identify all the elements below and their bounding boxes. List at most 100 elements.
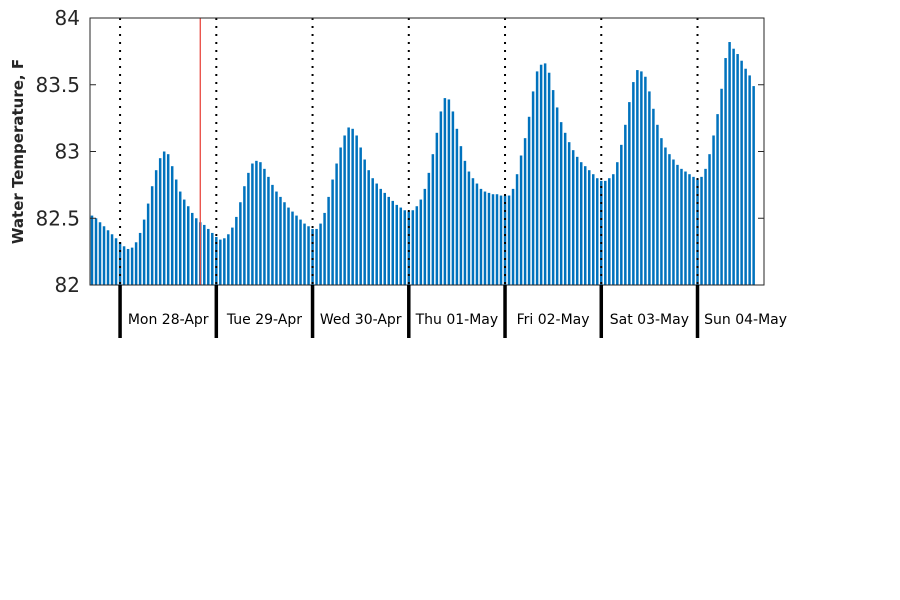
bar bbox=[407, 211, 411, 285]
bar bbox=[275, 191, 278, 285]
bar bbox=[752, 86, 755, 285]
bar bbox=[684, 171, 687, 285]
bar bbox=[203, 224, 206, 285]
bar bbox=[331, 179, 334, 285]
bar bbox=[748, 75, 751, 285]
bar bbox=[178, 191, 182, 285]
bar bbox=[146, 203, 150, 285]
bar bbox=[162, 151, 166, 285]
bar bbox=[98, 222, 102, 285]
bar bbox=[600, 180, 603, 285]
bar bbox=[351, 128, 354, 285]
bar bbox=[644, 76, 647, 286]
bar bbox=[355, 135, 358, 285]
bar bbox=[555, 107, 559, 285]
bar bbox=[427, 172, 431, 285]
bar bbox=[94, 218, 98, 285]
bar bbox=[195, 218, 198, 285]
bar bbox=[359, 147, 362, 285]
bar bbox=[263, 168, 266, 285]
bar bbox=[523, 138, 527, 285]
bar bbox=[166, 154, 170, 285]
bar bbox=[403, 210, 407, 285]
bar bbox=[439, 111, 443, 285]
bar bbox=[632, 82, 635, 285]
day-label: Sat 03-May bbox=[610, 312, 689, 328]
bar bbox=[399, 207, 403, 285]
bar bbox=[736, 54, 739, 285]
bar bbox=[158, 158, 162, 285]
bar bbox=[267, 176, 270, 285]
bar bbox=[303, 223, 306, 285]
bar bbox=[122, 246, 126, 285]
bar bbox=[596, 178, 599, 285]
bar bbox=[170, 166, 174, 285]
bar bbox=[696, 179, 699, 285]
bar bbox=[191, 212, 194, 285]
bar bbox=[239, 202, 242, 285]
bar bbox=[259, 162, 262, 285]
bar bbox=[519, 155, 523, 285]
bar bbox=[499, 195, 503, 285]
bar bbox=[700, 176, 703, 285]
bar bbox=[531, 91, 535, 285]
bar bbox=[138, 232, 142, 285]
day-label: Thu 01-May bbox=[415, 312, 499, 328]
bar bbox=[319, 223, 322, 285]
bar bbox=[507, 195, 511, 285]
bar bbox=[463, 160, 467, 285]
bar bbox=[387, 196, 390, 285]
bar bbox=[423, 188, 427, 285]
bar bbox=[291, 211, 294, 285]
bar bbox=[231, 227, 234, 285]
bar bbox=[379, 188, 382, 285]
bar bbox=[451, 111, 455, 285]
bar bbox=[495, 194, 499, 285]
bar bbox=[150, 186, 154, 285]
bar bbox=[215, 236, 218, 285]
bar bbox=[475, 183, 479, 285]
bar bbox=[680, 168, 683, 285]
bar bbox=[640, 71, 643, 286]
bar bbox=[335, 163, 338, 285]
bar bbox=[283, 202, 286, 285]
bar bbox=[367, 170, 370, 285]
bar bbox=[676, 164, 679, 285]
y-tick-label: 82 bbox=[55, 273, 80, 297]
day-label: Sun 04-May bbox=[704, 312, 787, 328]
bar bbox=[511, 188, 515, 285]
day-labels: Mon 28-Apr Tue 29-Apr Wed 30-Apr Thu 01-May… bbox=[128, 312, 787, 328]
bar bbox=[174, 179, 178, 285]
bar bbox=[223, 238, 226, 285]
y-tick-label: 83 bbox=[55, 140, 80, 164]
bar bbox=[740, 60, 743, 285]
bar bbox=[447, 99, 451, 286]
y-axis: 82 82.5 83 83.5 84 bbox=[35, 6, 764, 297]
plot-background bbox=[90, 18, 764, 285]
bar bbox=[563, 132, 567, 285]
bar bbox=[106, 230, 110, 285]
bar bbox=[652, 108, 655, 285]
bar bbox=[307, 226, 310, 285]
bar bbox=[102, 226, 106, 285]
bar bbox=[648, 91, 651, 285]
bar bbox=[491, 194, 495, 285]
bar bbox=[620, 144, 623, 285]
y-tick-label: 82.5 bbox=[35, 206, 80, 230]
bar bbox=[732, 48, 735, 286]
bar bbox=[692, 176, 695, 285]
bar bbox=[579, 162, 583, 285]
bar bbox=[720, 88, 723, 285]
bar bbox=[90, 215, 94, 285]
bar bbox=[604, 180, 607, 285]
bar bbox=[219, 239, 222, 285]
bar bbox=[575, 156, 579, 285]
bar bbox=[243, 186, 246, 285]
bar bbox=[455, 128, 459, 285]
bar bbox=[299, 219, 302, 285]
bar bbox=[583, 166, 587, 285]
day-label: Mon 28-Apr bbox=[128, 312, 209, 328]
bar bbox=[664, 147, 667, 285]
bar bbox=[467, 171, 471, 285]
bar bbox=[295, 215, 298, 285]
